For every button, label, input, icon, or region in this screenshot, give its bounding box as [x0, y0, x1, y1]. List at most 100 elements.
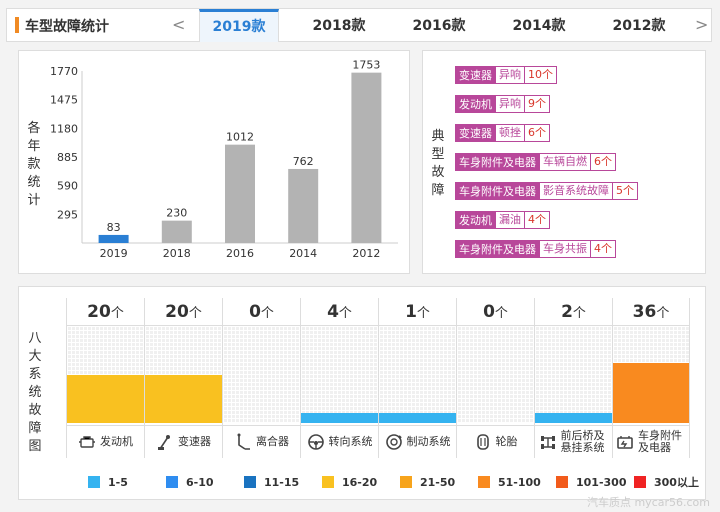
engine-icon [79, 435, 95, 448]
fault-item[interactable]: 车身附件及电器 影音系统故障 5个 [455, 182, 638, 200]
fault-part-tag: 发动机 [455, 211, 496, 229]
system-bar-area [223, 326, 300, 423]
system-count-value: 4 [327, 302, 339, 322]
fault-count-tag: 5个 [613, 182, 638, 200]
fault-item[interactable]: 车身附件及电器 车辆自燃 6个 [455, 153, 616, 171]
yearly-chart-panel [18, 50, 410, 274]
yearly-bar-chart: 295 590 885 1180 1475 1770 83 2019 230 2018 1012 20… [50, 59, 398, 260]
fault-item[interactable]: 变速器 顿挫 6个 [455, 124, 550, 142]
tire-icon [476, 433, 489, 450]
battery-icon [617, 435, 633, 449]
fault-part-tag: 车身附件及电器 [455, 240, 540, 258]
system-column[interactable]: 0个离合器 [222, 298, 300, 458]
legend-swatch [400, 476, 412, 488]
system-count-value: 20 [165, 302, 189, 322]
system-name-label: 转向系统 [328, 434, 373, 448]
system-count: 4个 [301, 298, 378, 326]
system-bar-area [457, 326, 534, 423]
system-count-unit: 个 [338, 306, 352, 321]
tab-2018[interactable]: 2018款 [312, 18, 366, 34]
system-column[interactable]: 4个转向系统 [300, 298, 378, 458]
fault-item[interactable]: 变速器 异响 10个 [455, 66, 557, 84]
tab-2016[interactable]: 2016款 [412, 18, 466, 34]
system-name-label: 发动机 [100, 434, 133, 448]
tab-2019[interactable]: 2019款 [199, 9, 279, 42]
fault-count-tag: 9个 [525, 95, 550, 113]
bar [225, 144, 255, 243]
systems-label: 八大系统故障图 [28, 330, 42, 456]
system-column[interactable]: 20个发动机 [66, 298, 144, 458]
prev-arrow-icon[interactable]: < [172, 15, 186, 34]
fault-part-tag: 变速器 [455, 124, 496, 142]
fault-part-tag: 发动机 [455, 95, 496, 113]
page-title: 车型故障统计 [25, 19, 109, 35]
system-column[interactable]: 0个轮胎 [456, 298, 534, 458]
system-name-label: 变速器 [178, 434, 211, 448]
system-count-unit: 个 [188, 306, 202, 321]
system-column[interactable]: 36个 车身附件及电器 [612, 298, 690, 458]
system-bar-area [379, 326, 456, 423]
fault-item[interactable]: 车身附件及电器 车身共振 4个 [455, 240, 616, 258]
legend-item: 101-300 [556, 474, 634, 490]
system-name: 前后桥及悬挂系统 [535, 425, 612, 457]
legend-item: 1-5 [88, 474, 166, 490]
x-tick-label: 2014 [289, 247, 317, 260]
system-column[interactable]: 2个 前后桥及悬挂系统 [534, 298, 612, 458]
legend-item: 16-20 [322, 474, 400, 490]
fault-issue-tag: 异响 [496, 95, 525, 113]
legend-item: 300以上 [634, 474, 712, 490]
system-bar [145, 374, 222, 423]
system-count-unit: 个 [110, 306, 124, 321]
y-tick-label: 885 [57, 151, 78, 164]
legend-label: 21-50 [420, 475, 456, 489]
bar-value-label: 762 [293, 155, 314, 168]
fault-count-tag: 6个 [525, 124, 550, 142]
fault-count-tag: 6个 [591, 153, 616, 171]
fault-part-tag: 车身附件及电器 [455, 153, 540, 171]
fault-issue-tag: 漏油 [496, 211, 525, 229]
system-name-label: 轮胎 [495, 434, 518, 448]
legend-swatch [166, 476, 178, 488]
bar [288, 168, 319, 243]
system-count-value: 0 [483, 302, 495, 322]
system-bar [379, 413, 456, 423]
legend-item: 51-100 [478, 474, 556, 490]
fault-part-tag: 车身附件及电器 [455, 182, 540, 200]
bar [161, 220, 192, 243]
system-column[interactable]: 20个变速器 [144, 298, 222, 458]
system-count: 36个 [613, 298, 689, 326]
system-bar-area [301, 326, 378, 423]
x-tick-label: 2018 [163, 247, 191, 260]
legend-item: 21-50 [400, 474, 478, 490]
legend-label: 6-10 [186, 475, 214, 489]
steering-wheel-icon [307, 433, 324, 450]
system-bar [67, 374, 144, 423]
next-arrow-icon[interactable]: > [695, 15, 709, 34]
system-bar [301, 413, 378, 423]
fault-item[interactable]: 发动机 漏油 4个 [455, 211, 550, 229]
fault-issue-tag: 影音系统故障 [540, 182, 613, 200]
system-count: 20个 [67, 298, 144, 326]
fault-count-tag: 10个 [525, 66, 557, 84]
y-tick-label: 295 [57, 208, 78, 221]
legend-label: 300以上 [654, 476, 699, 489]
y-tick-label: 1770 [50, 65, 78, 78]
system-count-unit: 个 [494, 306, 508, 321]
fault-item[interactable]: 发动机 异响 9个 [455, 95, 550, 113]
chart-ylabel-text: 各年款统计 [27, 121, 41, 208]
tab-2012[interactable]: 2012款 [612, 18, 666, 34]
system-count-unit: 个 [260, 306, 274, 321]
gear-shift-icon [158, 434, 170, 450]
system-name-label: 前后桥及悬挂系统 [560, 428, 605, 454]
system-bar-area [613, 326, 689, 423]
legend-label: 51-100 [498, 475, 541, 489]
system-name: 离合器 [223, 425, 300, 457]
system-count-value: 1 [405, 302, 417, 322]
system-count: 20个 [145, 298, 222, 326]
tab-2014[interactable]: 2014款 [512, 18, 566, 34]
system-name-label: 离合器 [256, 434, 289, 448]
legend-label: 11-15 [264, 475, 300, 489]
system-count: 0个 [223, 298, 300, 326]
axle-icon [540, 435, 555, 449]
system-column[interactable]: 1个 制动系统 [378, 298, 456, 458]
